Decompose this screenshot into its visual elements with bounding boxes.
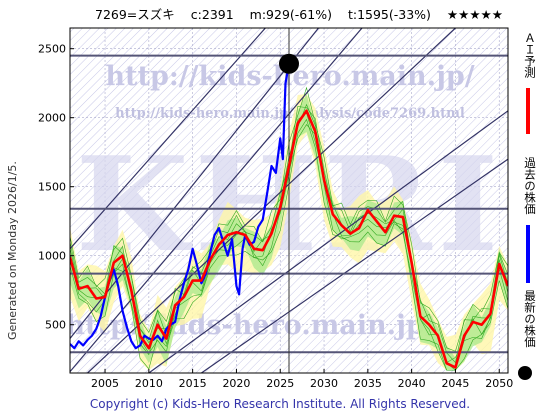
close-price-label: c:2391 bbox=[190, 7, 234, 22]
y-tick-label-1500: 1500 bbox=[38, 181, 66, 194]
legend-latest-price-dot bbox=[518, 366, 532, 380]
x-tick-label-2010: 2010 bbox=[135, 377, 163, 390]
x-tick-label-2050: 2050 bbox=[485, 377, 513, 390]
x-tick-label-2015: 2015 bbox=[179, 377, 207, 390]
current-price-marker bbox=[279, 53, 299, 74]
x-tick-label-2025: 2025 bbox=[266, 377, 294, 390]
legend-past-price-swatch bbox=[526, 225, 530, 283]
y-tick-label-2000: 2000 bbox=[38, 112, 66, 125]
max-label: m:929(-61%) bbox=[249, 7, 332, 22]
rating-stars: ★★★★★ bbox=[446, 7, 503, 22]
x-tick-label-2040: 2040 bbox=[398, 377, 426, 390]
generated-date-caption: Generated on Monday 2026/1/5. bbox=[6, 161, 19, 340]
x-tick-label-2020: 2020 bbox=[222, 377, 250, 390]
legend-ai-forecast-swatch bbox=[526, 88, 530, 134]
x-tick-label-2005: 2005 bbox=[91, 377, 119, 390]
trend-line-0 bbox=[70, 28, 363, 373]
legend-ai-forecast: ＡＩ予測 bbox=[514, 30, 554, 135]
plot-area: http://kids-hero.main.jp/http://kids-her… bbox=[65, 28, 508, 373]
trend-line-3 bbox=[87, 28, 456, 373]
plot-frame bbox=[69, 27, 509, 374]
trend-line-4 bbox=[148, 110, 508, 373]
trend-line-1 bbox=[70, 28, 320, 339]
chart-header: 7269=スズキ c:2391 m:929(-61%) t:1595(-33%)… bbox=[95, 4, 503, 24]
legend-ai-forecast-label: ＡＩ予測 bbox=[523, 32, 537, 78]
y-tick-label-2500: 2500 bbox=[38, 43, 66, 56]
target-label: t:1595(-33%) bbox=[347, 7, 431, 22]
y-tick-label-500: 500 bbox=[45, 319, 66, 332]
trend-line-2 bbox=[70, 28, 267, 250]
trend-line-5 bbox=[201, 158, 508, 373]
watermark-url-bottom: http://kids-hero.main.jp/ bbox=[65, 310, 434, 341]
x-tick-label-2035: 2035 bbox=[354, 377, 382, 390]
legend-latest-price-label: 最新の株価 bbox=[523, 290, 537, 348]
legend-latest-price: 最新の株価 bbox=[514, 288, 554, 388]
legend: ＡＩ予測 過去の株価 最新の株価 bbox=[514, 30, 554, 390]
series-ai-forecast bbox=[70, 109, 508, 369]
x-tick-label-2045: 2045 bbox=[441, 377, 469, 390]
x-tick-label-2030: 2030 bbox=[310, 377, 338, 390]
legend-past-price: 過去の株価 bbox=[514, 155, 554, 285]
legend-past-price-label: 過去の株価 bbox=[523, 157, 537, 215]
copyright-footer: Copyright (c) Kids-Hero Research Institu… bbox=[89, 397, 471, 411]
ticker-label: 7269=スズキ bbox=[95, 7, 175, 22]
y-tick-label-1000: 1000 bbox=[38, 250, 66, 263]
